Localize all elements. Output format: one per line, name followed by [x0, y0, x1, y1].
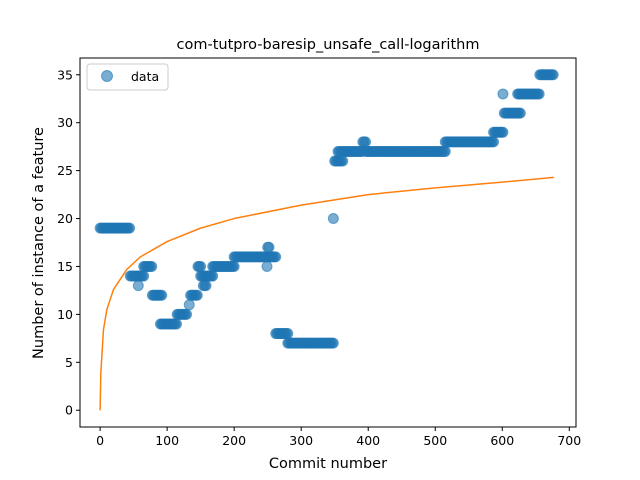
data-point: [327, 213, 339, 225]
plot-frame: [79, 57, 577, 428]
y-axis-label: Number of instance of a feature: [31, 127, 47, 359]
data-point: [183, 299, 195, 311]
data-point: [497, 88, 509, 100]
data-point: [138, 270, 150, 282]
fit-line: [99, 176, 554, 411]
y-tick-label: 35: [57, 67, 73, 82]
x-tick-label: 300: [289, 433, 313, 448]
axes-layer: 0 100 200 300 400 500 600 700 0 5 10 15 20 25 30 35: [57, 57, 581, 448]
data-point: [171, 318, 183, 330]
data-point: [497, 126, 509, 138]
data-point: [533, 88, 545, 100]
data-point: [228, 260, 240, 272]
y-tick-label: 5: [65, 355, 73, 370]
data-point: [132, 280, 144, 292]
data-point: [191, 289, 203, 301]
y-tick-label: 0: [65, 403, 73, 418]
fit-layer: [99, 176, 554, 411]
x-tick-label: 100: [155, 433, 179, 448]
y-tick-label: 15: [57, 259, 73, 274]
legend-label: data: [131, 69, 159, 84]
data-point: [488, 136, 500, 148]
data-point: [337, 155, 349, 167]
legend: data: [86, 63, 169, 91]
data-point: [282, 328, 294, 340]
data-point: [195, 260, 207, 272]
data-point: [270, 251, 282, 263]
y-tick-label: 20: [57, 211, 73, 226]
data-point: [439, 145, 451, 157]
data-point: [156, 289, 168, 301]
data-point: [146, 260, 158, 272]
y-tick-label: 25: [57, 163, 73, 178]
data-point: [514, 107, 526, 119]
data-point: [360, 136, 372, 148]
points-layer: [94, 69, 559, 349]
data-point: [263, 241, 275, 253]
data-point: [200, 280, 212, 292]
x-tick-label: 700: [557, 433, 581, 448]
data-point: [547, 69, 559, 81]
y-tick-label: 30: [57, 115, 73, 130]
data-point: [327, 337, 339, 349]
x-tick-label: 600: [490, 433, 514, 448]
legend-marker: [101, 70, 113, 82]
x-tick-label: 0: [96, 433, 104, 448]
x-axis-label: Commit number: [269, 456, 387, 472]
data-point: [207, 270, 219, 282]
chart-title: com-tutpro-baresip_unsafe_call-logarithm: [177, 37, 480, 53]
y-tick-label: 10: [57, 307, 73, 322]
data-point: [181, 308, 193, 320]
data-point: [124, 222, 136, 234]
x-tick-label: 400: [356, 433, 380, 448]
data-point: [261, 260, 273, 272]
x-tick-label: 200: [222, 433, 246, 448]
x-tick-label: 500: [423, 433, 447, 448]
